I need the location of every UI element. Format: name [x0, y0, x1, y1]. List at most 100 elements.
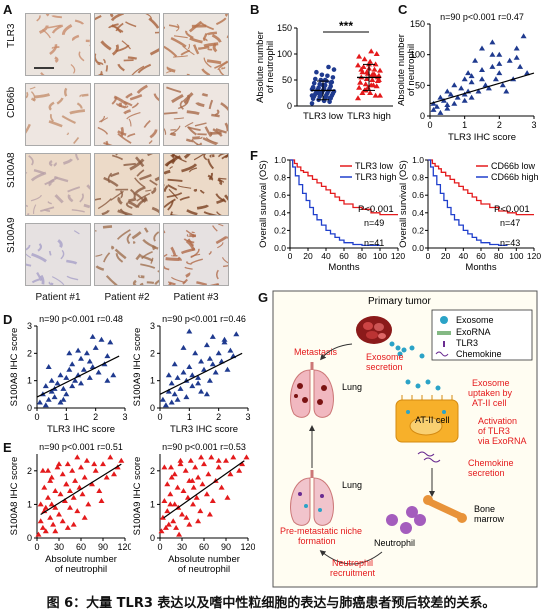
label-at2-cell: AT-II cell — [415, 415, 449, 425]
data-point — [95, 369, 102, 375]
tissue-fiber — [164, 127, 167, 135]
data-point — [326, 64, 331, 70]
label-neutrophil-recruitment: Neutrophil recruitment — [330, 558, 376, 578]
data-point — [330, 75, 336, 80]
data-point — [56, 461, 62, 467]
x-tick-label: 80 — [357, 251, 367, 261]
tissue-fiber — [86, 184, 90, 190]
tissue-fiber — [195, 101, 205, 108]
tissue-fiber — [143, 119, 151, 128]
data-point — [37, 518, 44, 524]
tissue-fiber — [154, 176, 159, 182]
data-point — [190, 501, 196, 507]
data-point — [107, 454, 114, 460]
data-point — [203, 491, 210, 497]
data-point — [461, 97, 468, 103]
tissue-fiber — [103, 252, 111, 263]
tissue-fiber — [170, 211, 174, 215]
tissue-fiber — [89, 44, 90, 47]
data-point — [224, 366, 231, 372]
data-point — [189, 477, 196, 483]
chart-d-s100a8-vs-tlr3: 0 1 2 3 0 1 2 3 n=90 p<0.001 r=0.48 TLR3 IHC scor… — [9, 314, 128, 435]
tissue-fiber — [100, 117, 109, 123]
y-tick-label: 0 — [150, 533, 155, 543]
tissue-fiber — [189, 36, 203, 44]
tissue-fiber — [26, 263, 32, 267]
tissue-fiber — [136, 192, 151, 202]
tissue-fiber — [51, 24, 64, 34]
y-axis-label: Absolute numberof neutrophil — [398, 34, 417, 106]
data-point — [206, 377, 213, 383]
tissue-fiber — [125, 202, 133, 209]
tissue-fiber — [203, 154, 208, 161]
label-pre-metastatic: Pre-metastatic niche formation — [280, 526, 365, 546]
tissue-fiber — [89, 242, 90, 243]
tissue-fiber — [167, 282, 172, 285]
data-point — [468, 73, 475, 79]
row-label-tlr3: TLR3 — [6, 23, 17, 48]
tissue-fiber — [157, 270, 159, 273]
tissue-fiber — [132, 279, 137, 285]
data-point — [239, 461, 246, 467]
tissue-fiber — [121, 40, 131, 50]
data-point — [81, 474, 88, 480]
y-axis-label: Overall survival (OS) — [398, 160, 409, 248]
ihc-image-tlr3-patient-1 — [25, 13, 91, 76]
tissue-fiber — [71, 209, 85, 213]
data-point — [174, 374, 181, 380]
legend-label: TLR3 low — [355, 161, 394, 171]
tissue-fiber — [26, 123, 31, 134]
chart-f-km-tlr3: 0.0 0.2 0.4 0.6 0.8 1.0 0 20 40 60 80 100 120 TLR3 lo… — [258, 155, 405, 273]
data-point — [358, 66, 365, 72]
data-point — [52, 528, 59, 534]
tissue-fiber — [217, 177, 227, 180]
tissue-fiber — [167, 200, 174, 211]
data-point — [64, 461, 71, 467]
label-lung-top: Lung — [342, 382, 362, 392]
tissue-fiber — [218, 224, 224, 227]
x-tick-label: 120 — [527, 251, 541, 261]
data-point — [461, 76, 468, 82]
n-label: n=49 — [364, 218, 384, 228]
n-label: n=47 — [500, 218, 520, 228]
data-point — [79, 491, 86, 497]
panel-label-f: F — [250, 148, 258, 163]
data-point — [42, 383, 49, 389]
tissue-fiber — [131, 102, 139, 109]
data-point — [496, 70, 503, 76]
panel-label-d: D — [3, 312, 13, 327]
data-point — [195, 518, 202, 524]
tissue-fiber — [45, 14, 50, 17]
tissue-fiber — [164, 169, 171, 175]
data-point — [233, 331, 240, 337]
x-tick-label: 1 — [64, 412, 69, 422]
data-point — [201, 366, 207, 372]
data-point — [50, 521, 57, 527]
tissue-fiber — [221, 154, 228, 160]
y-tick-label: 50 — [415, 80, 425, 90]
tissue-fiber — [215, 17, 227, 26]
legend-tlr3: TLR3 — [456, 338, 478, 348]
data-point — [377, 92, 383, 98]
tissue-fiber — [215, 269, 219, 280]
tissue-fiber — [57, 239, 63, 249]
tissue-fiber — [215, 235, 227, 245]
tissue-fiber — [149, 179, 158, 186]
data-point — [195, 380, 202, 386]
data-point — [171, 361, 178, 367]
tissue-fiber — [26, 171, 28, 174]
x-tick-label: 0 — [157, 542, 162, 552]
data-point — [56, 511, 62, 517]
data-point — [162, 524, 169, 530]
tissue-fiber — [40, 206, 55, 212]
tissue-fiber — [117, 63, 125, 72]
tissue-fiber — [26, 253, 32, 259]
tissue-fiber — [218, 68, 225, 75]
y-tick-label: 1.0 — [412, 155, 424, 165]
data-point — [479, 45, 485, 51]
tissue-fiber — [198, 45, 210, 50]
data-point — [45, 364, 52, 369]
data-point — [186, 521, 193, 527]
tissue-fiber — [190, 258, 203, 265]
tissue-fiber — [79, 93, 89, 98]
